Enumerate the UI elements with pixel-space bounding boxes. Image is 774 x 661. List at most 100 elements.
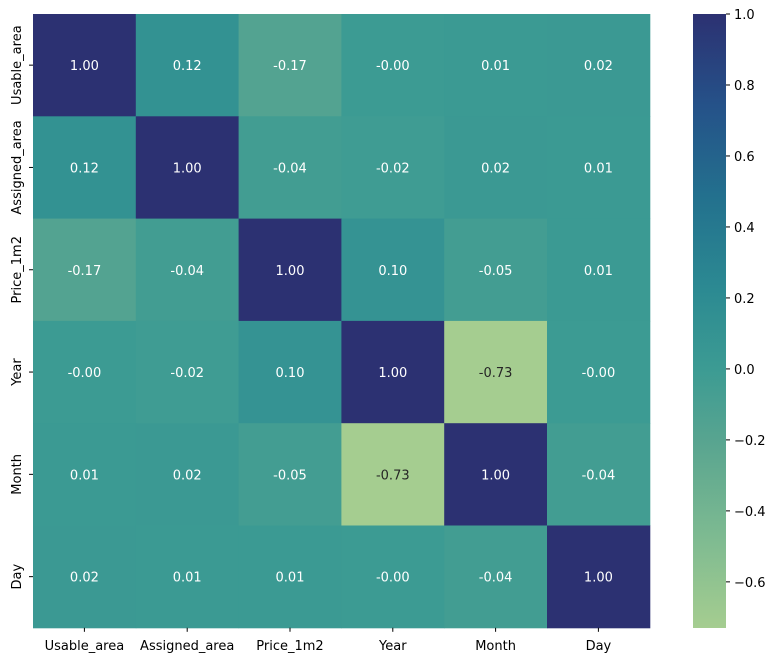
cell-value-label: 0.02	[70, 571, 99, 586]
heatmap-cell	[238, 116, 342, 220]
cell-value-label: 0.01	[584, 161, 613, 176]
cell-value-label: 1.00	[173, 161, 202, 176]
cell-value-label: -0.05	[273, 468, 307, 483]
heatmap-cell	[341, 320, 445, 424]
heatmap-cell	[135, 320, 240, 424]
cell-value-label: -0.00	[68, 366, 102, 381]
cell-value-label: -0.00	[582, 366, 616, 381]
heatmap-cell	[135, 423, 240, 526]
heatmap-cell	[444, 116, 548, 220]
y-tick-label: Usable_area	[10, 25, 25, 105]
cell-value-label: -0.02	[376, 161, 410, 176]
heatmap-cell	[444, 525, 548, 629]
colorbar-tick-label: −0.2	[734, 434, 766, 449]
y-tick-label: Price_1m2	[10, 236, 25, 303]
heatmap-cell	[135, 525, 240, 629]
colorbar-tick-label: 0.6	[734, 150, 755, 165]
heatmap-cell	[135, 218, 240, 322]
cell-value-label: 1.00	[481, 468, 510, 483]
heatmap-cell	[547, 525, 651, 629]
heatmap-cell	[341, 525, 445, 629]
heatmap-cell	[33, 320, 137, 424]
heatmap-cell	[33, 14, 137, 117]
colorbar-tick-label: 1.0	[734, 8, 755, 23]
cell-value-label: 0.10	[276, 366, 305, 381]
cell-value-label: 0.02	[584, 59, 613, 74]
heatmap-cell	[341, 218, 445, 322]
heatmap-cell	[547, 423, 651, 526]
cell-value-label: 0.01	[276, 571, 305, 586]
heatmap-cell	[547, 116, 651, 220]
cell-value-label: -0.05	[479, 264, 513, 279]
colorbar	[693, 14, 726, 628]
heatmap-cell	[33, 218, 137, 322]
heatmap-cell	[444, 14, 548, 117]
x-tick-label: Month	[475, 639, 516, 654]
x-tick-label: Day	[586, 639, 612, 654]
cell-value-label: -0.00	[376, 571, 410, 586]
cell-value-label: -0.73	[376, 468, 410, 483]
heatmap-cell	[238, 218, 342, 322]
cell-value-label: 0.12	[70, 161, 99, 176]
cell-value-label: 0.01	[584, 264, 613, 279]
x-tick-label: Year	[378, 639, 407, 654]
y-tick-labels: Usable_area Assigned_area Price_1m2 Year Mon…	[10, 25, 33, 589]
x-tick-label: Assigned_area	[140, 639, 234, 654]
y-tick-label: Year	[10, 358, 25, 387]
cell-value-label: -0.73	[479, 366, 513, 381]
cell-value-label: 1.00	[378, 366, 407, 381]
cell-value-label: 0.02	[481, 161, 510, 176]
cell-value-label: -0.04	[582, 468, 616, 483]
heatmap-value-labels: 1.00 0.12 -0.17 -0.00 0.01 0.02 0.12 1.00 -0.04 -…	[68, 59, 616, 586]
colorbar-tick-label: −0.6	[734, 576, 766, 591]
cell-value-label: 0.10	[378, 264, 407, 279]
heatmap-cell	[238, 423, 342, 526]
heatmap-cell	[341, 14, 445, 117]
cell-value-label: 1.00	[584, 571, 613, 586]
heatmap-cell	[135, 116, 240, 220]
heatmap-cell	[547, 320, 651, 424]
x-tick-labels: Usable_area Assigned_area Price_1m2 Year Mon…	[45, 627, 612, 654]
cell-value-label: -0.04	[479, 571, 513, 586]
cell-value-label: 0.01	[481, 59, 510, 74]
heatmap-cell	[547, 14, 651, 117]
cell-value-label: -0.00	[376, 59, 410, 74]
heatmap-cell	[444, 218, 548, 322]
heatmap-cell	[444, 423, 548, 526]
cell-value-label: 0.12	[173, 59, 202, 74]
x-tick-label: Usable_area	[45, 639, 125, 654]
colorbar-ticks: 1.0 0.8 0.6 0.4 0.2 0.0 −0.2 −0.4 −0.6	[726, 8, 766, 591]
heatmap-cells	[33, 14, 651, 629]
cell-value-label: 0.02	[173, 468, 202, 483]
colorbar-tick-label: 0.0	[734, 363, 755, 378]
heatmap-cell	[444, 320, 548, 424]
heatmap-cell	[341, 116, 445, 220]
cell-value-label: -0.04	[273, 161, 307, 176]
heatmap-cell	[341, 423, 445, 526]
cell-value-label: -0.17	[273, 59, 307, 74]
y-tick-label: Month	[10, 454, 25, 495]
heatmap-cell	[238, 320, 342, 424]
cell-value-label: 0.01	[173, 571, 202, 586]
heatmap-cell	[33, 116, 137, 220]
cell-value-label: -0.02	[170, 366, 204, 381]
cell-value-label: -0.04	[170, 264, 204, 279]
heatmap-cell	[33, 525, 137, 629]
cell-value-label: -0.17	[68, 264, 102, 279]
cell-value-label: 0.01	[70, 468, 99, 483]
colorbar-tick-label: 0.2	[734, 292, 755, 307]
y-tick-label: Day	[10, 564, 25, 590]
colorbar-tick-label: −0.4	[734, 505, 766, 520]
heatmap-cell	[547, 218, 651, 322]
colorbar-tick-label: 0.4	[734, 221, 755, 236]
cell-value-label: 1.00	[276, 264, 305, 279]
x-tick-label: Price_1m2	[256, 639, 323, 654]
colorbar-tick-label: 0.8	[734, 79, 755, 94]
heatmap-cell	[238, 14, 342, 117]
heatmap-cell	[238, 525, 342, 629]
heatmap-cell	[33, 423, 137, 526]
y-tick-label: Assigned_area	[10, 120, 25, 214]
heatmap-cell	[135, 14, 240, 117]
cell-value-label: 1.00	[70, 59, 99, 74]
